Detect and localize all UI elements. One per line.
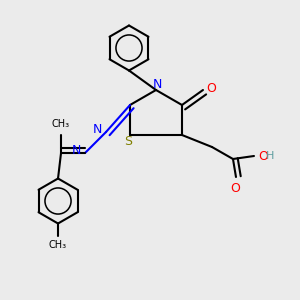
Text: N: N xyxy=(72,144,81,157)
Text: S: S xyxy=(124,135,133,148)
Text: N: N xyxy=(93,123,102,136)
Text: O: O xyxy=(207,82,217,95)
Text: O: O xyxy=(258,149,268,163)
Text: H: H xyxy=(266,151,274,161)
Text: N: N xyxy=(153,78,162,91)
Text: CH₃: CH₃ xyxy=(49,240,67,250)
Text: CH₃: CH₃ xyxy=(52,119,70,129)
Text: O: O xyxy=(230,182,240,195)
